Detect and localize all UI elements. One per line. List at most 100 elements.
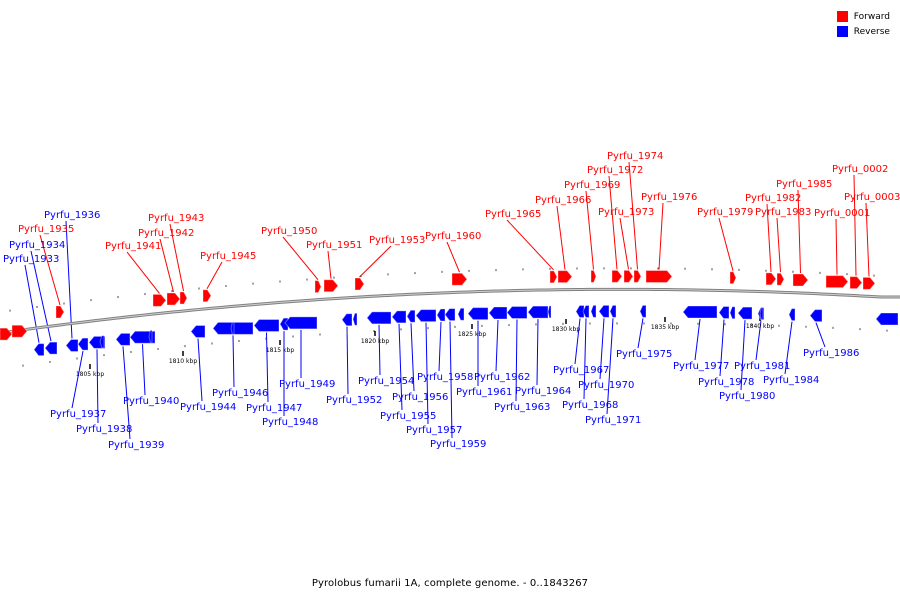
gene-pyrfu-1959[interactable] [445,308,455,321]
gene-label-forward[interactable]: Pyrfu_1974 [607,151,663,162]
gene-label-forward[interactable]: Pyrfu_1935 [18,224,74,235]
gene-label-forward[interactable]: Pyrfu_0003 [844,192,900,203]
gene-pyrfu-1960[interactable] [452,273,467,286]
gene-label-forward[interactable]: Pyrfu_0001 [814,208,870,219]
gene-label-forward[interactable]: Pyrfu_1941 [105,241,161,252]
gene-label-forward[interactable]: Pyrfu_1976 [641,192,697,203]
gene-pyrfu-1955[interactable] [392,310,406,323]
gene-pyrfu-1937[interactable] [78,338,88,351]
gene-label-forward[interactable]: Pyrfu_1985 [776,179,832,190]
gene-pyrfu-1939[interactable] [116,333,130,346]
gene-label-reverse[interactable]: Pyrfu_1947 [246,403,302,414]
gene-reverse-small[interactable] [458,308,464,321]
gene-pyrfu-1940[interactable] [130,331,155,344]
gene-pyrfu-1967[interactable] [576,305,584,318]
gene-pyrfu-1969[interactable] [591,270,596,283]
gene-pyrfu-1934[interactable] [45,342,57,355]
gene-label-reverse[interactable]: Pyrfu_1981 [734,361,790,372]
gene-label-forward[interactable]: Pyrfu_1969 [564,180,620,191]
gene-pyrfu-1951[interactable] [324,279,338,292]
gene-forward-edge[interactable] [0,328,12,341]
gene-pyrfu-1978[interactable] [719,306,729,319]
gene-label-forward[interactable]: Pyrfu_0002 [832,164,888,175]
gene-pyrfu-0002[interactable] [850,276,862,289]
gene-pyrfu-1986[interactable] [810,309,822,322]
gene-label-reverse[interactable]: Pyrfu_1970 [578,380,634,391]
gene-label-reverse[interactable]: Pyrfu_1959 [430,439,486,450]
gene-label-forward[interactable]: Pyrfu_1943 [148,213,204,224]
gene-label-reverse[interactable]: Pyrfu_1954 [358,376,414,387]
gene-reverse-small[interactable] [591,305,596,318]
gene-label-reverse[interactable]: Pyrfu_1936 [44,210,100,221]
gene-pyrfu-1950[interactable] [315,280,321,293]
gene-label-reverse[interactable]: Pyrfu_1968 [562,400,618,411]
gene-pyrfu-1975[interactable] [640,305,646,318]
gene-pyrfu-1965[interactable] [550,270,557,283]
gene-reverse-small[interactable] [876,313,898,325]
gene-label-forward[interactable]: Pyrfu_1972 [587,165,643,176]
gene-label-reverse[interactable]: Pyrfu_1940 [123,396,179,407]
gene-pyrfu-1956[interactable] [407,310,415,323]
gene-label-reverse[interactable]: Pyrfu_1961 [456,387,512,398]
gene-pyrfu-1943[interactable] [180,291,187,304]
gene-pyrfu-0003[interactable] [863,277,875,290]
gene-label-reverse[interactable]: Pyrfu_1971 [585,415,641,426]
gene-label-reverse[interactable]: Pyrfu_1939 [108,440,164,451]
gene-label-reverse[interactable]: Pyrfu_1933 [3,254,59,265]
gene-pyrfu-1968[interactable] [583,305,589,318]
gene-label-forward[interactable]: Pyrfu_1945 [200,251,256,262]
gene-label-reverse[interactable]: Pyrfu_1957 [406,425,462,436]
gene-label-reverse[interactable]: Pyrfu_1963 [494,402,550,413]
gene-label-reverse[interactable]: Pyrfu_1978 [698,377,754,388]
gene-pyrfu-1976[interactable] [646,270,672,283]
gene-reverse-small[interactable] [548,305,551,318]
gene-pyrfu-1953[interactable] [355,278,364,291]
gene-reverse-small[interactable] [100,335,104,348]
gene-pyrfu-1933[interactable] [34,343,44,356]
gene-pyrfu-1952[interactable] [342,313,352,326]
gene-pyrfu-1985[interactable] [793,274,808,287]
gene-pyrfu-1941[interactable] [153,294,166,307]
legend-item-forward[interactable]: Forward [836,9,890,24]
gene-label-reverse[interactable]: Pyrfu_1986 [803,348,859,359]
gene-pyrfu-1961[interactable] [468,307,488,320]
gene-pyrfu-1964[interactable] [528,306,548,319]
gene-pyrfu-1958[interactable] [437,308,445,321]
gene-label-reverse[interactable]: Pyrfu_1938 [76,424,132,435]
gene-pyrfu-1971[interactable] [610,305,616,318]
gene-label-reverse[interactable]: Pyrfu_1946 [212,388,268,399]
gene-label-reverse[interactable]: Pyrfu_1948 [262,417,318,428]
gene-reverse-small[interactable] [353,313,357,326]
gene-label-forward[interactable]: Pyrfu_1951 [306,240,362,251]
gene-label-reverse[interactable]: Pyrfu_1984 [763,375,819,386]
gene-reverse-small[interactable] [149,330,152,343]
gene-label-reverse[interactable]: Pyrfu_1977 [673,361,729,372]
gene-label-forward[interactable]: Pyrfu_1953 [369,235,425,246]
gene-label-forward[interactable]: Pyrfu_1966 [535,195,591,206]
gene-label-forward[interactable]: Pyrfu_1983 [755,207,811,218]
gene-label-forward[interactable]: Pyrfu_1982 [745,193,801,204]
gene-label-forward[interactable]: Pyrfu_1973 [598,207,654,218]
legend-item-reverse[interactable]: Reverse [836,24,890,39]
gene-label-reverse[interactable]: Pyrfu_1944 [180,402,236,413]
gene-pyrfu-1945[interactable] [203,289,211,302]
gene-pyrfu-1963[interactable] [507,306,527,319]
gene-pyrfu-1936[interactable] [66,339,78,352]
gene-label-reverse[interactable]: Pyrfu_1964 [515,386,571,397]
gene-label-reverse[interactable]: Pyrfu_1937 [50,409,106,420]
gene-label-reverse[interactable]: Pyrfu_1956 [392,392,448,403]
gene-label-reverse[interactable]: Pyrfu_1952 [326,395,382,406]
gene-label-reverse[interactable]: Pyrfu_1934 [9,240,65,251]
gene-label-reverse[interactable]: Pyrfu_1955 [380,411,436,422]
gene-pyrfu-1982[interactable] [766,272,776,285]
gene-label-forward[interactable]: Pyrfu_1942 [138,228,194,239]
gene-pyrfu-1954[interactable] [367,311,391,324]
gene-label-reverse[interactable]: Pyrfu_1975 [616,349,672,360]
gene-forward-edge[interactable] [12,325,27,338]
gene-pyrfu-1974[interactable] [634,270,641,283]
gene-pyrfu-1972[interactable] [612,270,622,283]
gene-pyrfu-0001[interactable] [826,275,848,288]
gene-pyrfu-1966[interactable] [558,270,572,283]
gene-pyrfu-1957[interactable] [416,309,436,322]
gene-pyrfu-1970[interactable] [599,305,609,318]
